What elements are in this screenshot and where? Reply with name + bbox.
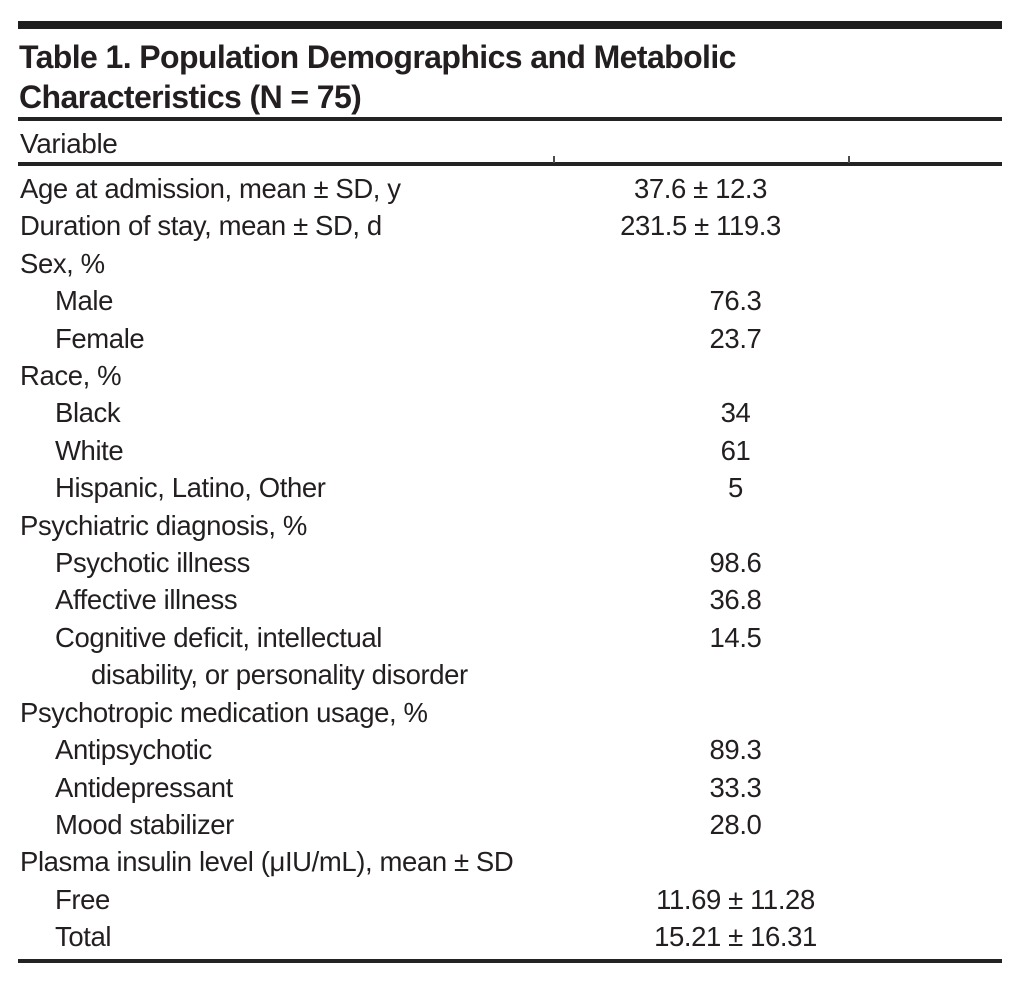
table-row: Plasma insulin level (μIU/mL), mean ± SD: [20, 843, 1002, 880]
table-row: Mood stabilizer 28.0: [20, 806, 1002, 843]
table-row: Sex, %: [20, 245, 1002, 282]
row-label-line1: Cognitive deficit, intellectual: [55, 621, 382, 653]
table-title: Table 1. Population Demographics and Met…: [19, 37, 999, 117]
table-row: Psychotic illness 98.6: [20, 544, 1002, 581]
row-label-line2: disability, or personality disorder: [91, 659, 468, 691]
row-label-line1: Black: [55, 397, 121, 429]
row-value: 34: [720, 397, 751, 429]
row-label-line1: Free: [55, 883, 110, 915]
bottom-rule: [18, 959, 1002, 963]
table-row: Cognitive deficit, intellectual disabili…: [20, 619, 1002, 694]
row-label: Psychotropic medication usage, %: [20, 694, 553, 731]
column-header-variable: Variable: [20, 128, 118, 159]
table-row: Female 23.7: [20, 320, 1002, 357]
row-label: Total: [20, 918, 588, 955]
row-label: Sex, %: [20, 245, 553, 282]
row-label-line1: Race, %: [20, 360, 122, 392]
row-label: Free: [20, 881, 588, 918]
row-label: Psychotic illness: [20, 544, 588, 581]
row-label: Age at admission, mean ± SD, y: [20, 170, 553, 207]
row-value: 15.21 ± 16.31: [654, 921, 817, 953]
table-row: Free 11.69 ± 11.28: [20, 881, 1002, 918]
row-label-line1: Mood stabilizer: [55, 808, 234, 840]
row-value: 5: [728, 472, 743, 504]
row-label-line1: White: [55, 434, 124, 466]
row-value: 11.69 ± 11.28: [656, 883, 815, 915]
row-label: Antipsychotic: [20, 731, 588, 768]
row-value: 14.5: [709, 621, 762, 653]
row-value: 37.6 ± 12.3: [633, 173, 768, 204]
table-row: Black 34: [20, 394, 1002, 431]
table-row: White 61: [20, 432, 1002, 469]
table-row: Psychiatric diagnosis, %: [20, 507, 1002, 544]
table-row: Age at admission, mean ± SD, y 37.6 ± 12…: [20, 170, 1002, 207]
table-title-line2: Characteristics (N = 75): [19, 79, 362, 115]
table-row: Antipsychotic 89.3: [20, 731, 1002, 768]
table-body: Age at admission, mean ± SD, y 37.6 ± 12…: [20, 170, 1002, 956]
table-row: Duration of stay, mean ± SD, d 231.5 ± 1…: [20, 207, 1002, 244]
row-label-line1: Female: [55, 322, 145, 354]
row-label-line1: Sex, %: [20, 247, 105, 279]
column-boundary-tick: [848, 156, 850, 163]
table-row: Psychotropic medication usage, %: [20, 694, 1002, 731]
row-value: 36.8: [709, 584, 762, 616]
row-value: 61: [720, 434, 751, 466]
row-label-line1: Duration of stay, mean ± SD, d: [20, 210, 382, 242]
table-row: Antidepressant 33.3: [20, 769, 1002, 806]
row-label-line1: Male: [55, 285, 114, 317]
row-label-line1: Antidepressant: [55, 771, 233, 803]
row-label: Cognitive deficit, intellectual disabili…: [20, 619, 588, 694]
row-label: Black: [20, 394, 588, 431]
table-row: Race, %: [20, 357, 1002, 394]
row-value: 23.7: [709, 322, 762, 354]
row-value: 98.6: [709, 547, 762, 579]
header-rule: [18, 156, 1002, 166]
row-label-line1: Hispanic, Latino, Other: [55, 472, 326, 504]
table-top-rule: [18, 21, 1002, 29]
row-label: Race, %: [20, 357, 553, 394]
table-row: Hispanic, Latino, Other 5: [20, 469, 1002, 506]
row-label-line1: Plasma insulin level (μIU/mL), mean ± SD: [20, 846, 514, 878]
row-value: 89.3: [709, 734, 762, 766]
row-label: Female: [20, 320, 588, 357]
row-label: Mood stabilizer: [20, 806, 588, 843]
row-label-line1: Total: [55, 921, 112, 953]
row-value: 231.5 ± 119.3: [620, 210, 781, 242]
table-row: Affective illness 36.8: [20, 581, 1002, 618]
row-label: Duration of stay, mean ± SD, d: [20, 207, 553, 244]
row-label: Affective illness: [20, 581, 588, 618]
row-label: Psychiatric diagnosis, %: [20, 507, 553, 544]
row-value: 28.0: [709, 808, 762, 840]
row-label: Male: [20, 282, 588, 319]
row-value: 76.3: [709, 285, 762, 317]
column-boundary-tick: [553, 156, 555, 163]
row-label-line1: Affective illness: [55, 584, 238, 616]
row-label: Plasma insulin level (μIU/mL), mean ± SD: [20, 843, 553, 880]
row-label: White: [20, 432, 588, 469]
row-label: Hispanic, Latino, Other: [20, 469, 588, 506]
row-label-line1: Age at admission, mean ± SD, y: [20, 173, 401, 204]
title-rule: [18, 117, 1002, 121]
row-label-line1: Antipsychotic: [55, 734, 212, 766]
row-value: 33.3: [709, 771, 762, 803]
row-label-line1: Psychotic illness: [55, 547, 250, 579]
row-label: Antidepressant: [20, 769, 588, 806]
table-row: Total 15.21 ± 16.31: [20, 918, 1002, 955]
row-label-line1: Psychiatric diagnosis, %: [20, 509, 307, 541]
table-row: Male 76.3: [20, 282, 1002, 319]
row-label-line1: Psychotropic medication usage, %: [20, 696, 428, 728]
table-title-line1: Table 1. Population Demographics and Met…: [19, 39, 736, 75]
